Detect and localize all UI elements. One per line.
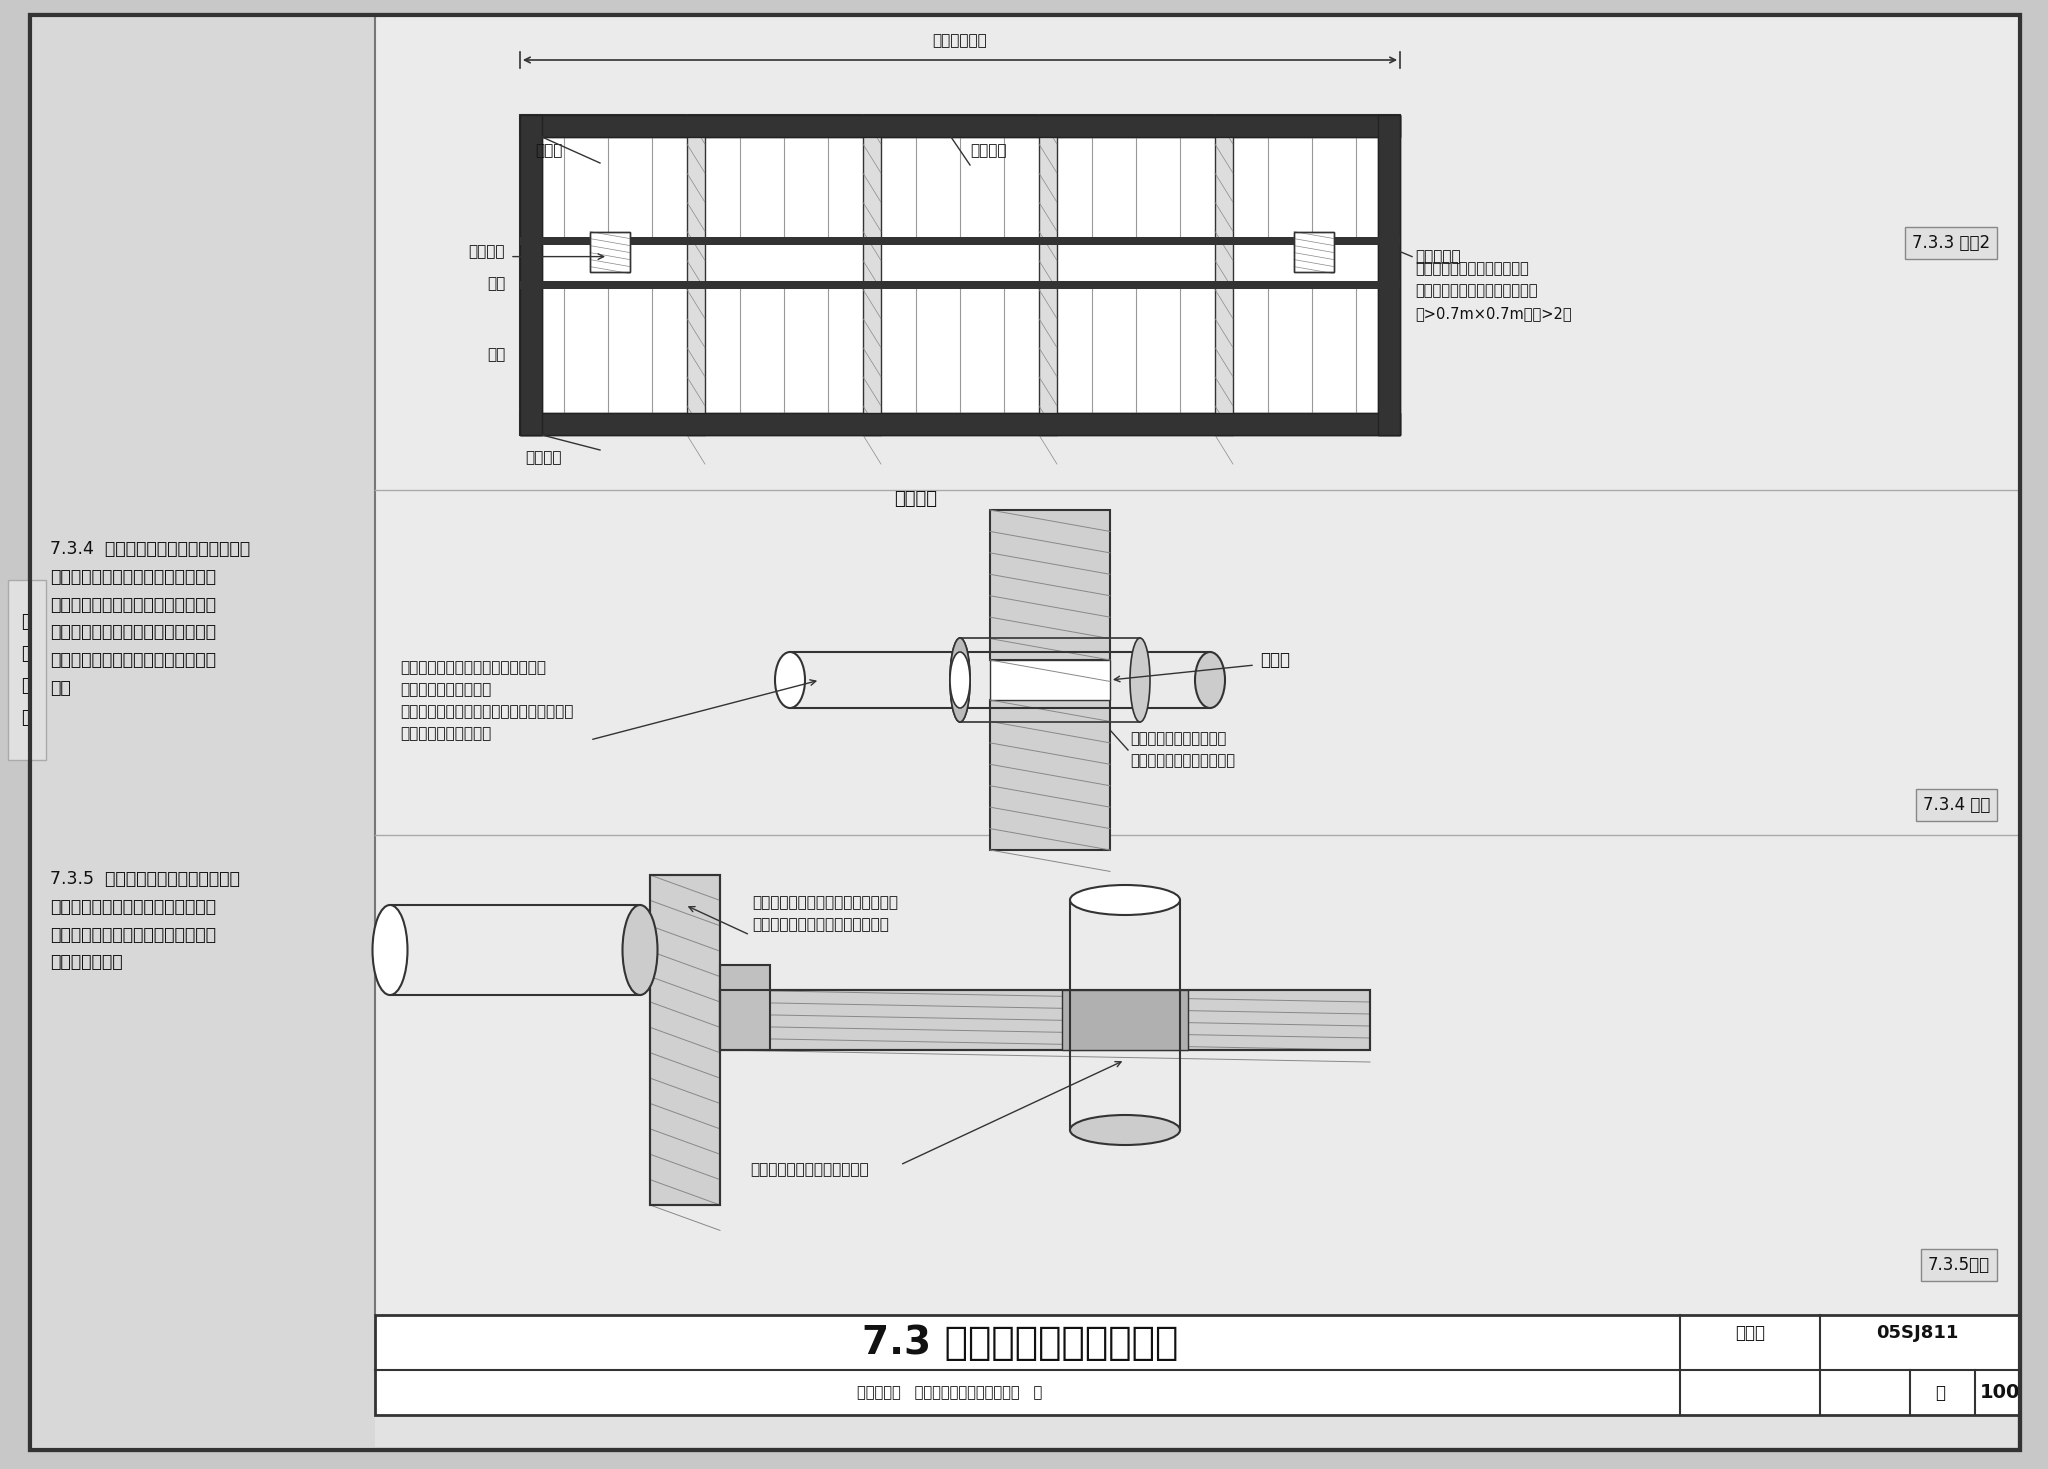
Bar (862, 115, 881, 435)
Ellipse shape (774, 652, 805, 708)
Text: 建
筑
构
造: 建 筑 构 造 (23, 613, 33, 727)
Bar (1378, 115, 1401, 435)
Bar (721, 965, 770, 1050)
Bar (1294, 232, 1333, 272)
Text: 走廊隔墙: 走廊隔墙 (971, 142, 1006, 159)
Ellipse shape (1069, 884, 1180, 915)
Bar (520, 237, 1401, 245)
Text: 闷顶内有可燃物的公共建筑，
每个防火隔断范围内的闷顶入口
（>0.7m×0.7m）宜>2个: 闷顶内有可燃物的公共建筑， 每个防火隔断范围内的闷顶入口 （>0.7m×0.7m… (1415, 261, 1571, 320)
Bar (590, 232, 631, 272)
Text: 屋架: 屋架 (487, 348, 506, 363)
Bar (520, 115, 1401, 435)
Bar (989, 660, 1110, 701)
Bar (721, 990, 1370, 1050)
Bar (1214, 115, 1233, 435)
Bar (375, 15, 2019, 1315)
Text: 防火隔断墙: 防火隔断墙 (1415, 250, 1460, 264)
Text: 7.3 屋顶、闷顶和建筑缝隙: 7.3 屋顶、闷顶和建筑缝隙 (862, 1324, 1178, 1362)
Text: 7.3.5  防烟、排烟、采暖、通风和空
气调节系统中的管道，在穿越隔墙、
楼板及防火分区处的缝隙应采用防火
封堵材料封堵。: 7.3.5 防烟、排烟、采暖、通风和空 气调节系统中的管道，在穿越隔墙、 楼板及… (49, 870, 240, 971)
Bar (1063, 990, 1188, 1050)
Ellipse shape (1194, 652, 1225, 708)
Text: 7.3.3 图示2: 7.3.3 图示2 (1913, 234, 1991, 253)
Bar (649, 876, 721, 1205)
Bar (520, 115, 543, 435)
Ellipse shape (1130, 638, 1151, 721)
Bar (686, 115, 705, 435)
Text: 7.3.5图示: 7.3.5图示 (1927, 1256, 1991, 1274)
Text: 7.3.4  电线电缆、可燃气体和甲、乙、
丙类液体的管道不宜穿过建筑内的变
形缝；当必须穿过时，应在穿过处加
设不燃材料制作的套管或采取其它防
变形措施，并应: 7.3.4 电线电缆、可燃气体和甲、乙、 丙类液体的管道不宜穿过建筑内的变 形缝… (49, 541, 250, 696)
Text: 走廊: 走廊 (487, 276, 506, 291)
Bar (590, 232, 631, 272)
Text: 7.3.4 图示: 7.3.4 图示 (1923, 796, 1991, 814)
Bar (8, 580, 45, 759)
Bar (31, 1315, 375, 1415)
Text: 05SJ811: 05SJ811 (1876, 1324, 1958, 1343)
Ellipse shape (950, 638, 971, 721)
Ellipse shape (623, 905, 657, 995)
Bar (375, 1315, 2019, 1415)
Bar (989, 510, 1110, 660)
Text: 变形缝: 变形缝 (1260, 651, 1290, 668)
Bar (520, 413, 1401, 435)
Text: 页: 页 (1935, 1384, 1946, 1401)
Bar (520, 115, 543, 435)
Text: 电线电缆、可燃气体和甲、乙、丙类
液体的管道不宜穿过，
必须过缝时，管道与套管之间应用防火封堵
材料（如岁棉等）封堵: 电线电缆、可燃气体和甲、乙、丙类 液体的管道不宜穿过， 必须过缝时，管道与套管之… (399, 660, 573, 742)
Ellipse shape (950, 652, 971, 708)
Ellipse shape (373, 905, 408, 995)
Bar (721, 990, 1370, 1050)
Ellipse shape (1069, 1115, 1180, 1144)
Bar (989, 701, 1110, 851)
Bar (31, 15, 375, 1450)
Text: 审核庄敬仪   校对王宗存王宗存设计卢升   页: 审核庄敬仪 校对王宗存王宗存设计卢升 页 (858, 1385, 1042, 1400)
Bar (520, 115, 1401, 137)
Bar (1038, 115, 1057, 435)
Text: 建筑外墙: 建筑外墙 (524, 450, 561, 466)
Text: 不燃材料套管与墙体埋实
（或采取其它防变形措施）: 不燃材料套管与墙体埋实 （或采取其它防变形措施） (1130, 732, 1235, 768)
Bar (1378, 115, 1401, 435)
Ellipse shape (950, 638, 971, 721)
Text: 100: 100 (1980, 1384, 2019, 1403)
Bar (649, 876, 721, 1205)
Text: 楼梯间: 楼梯间 (535, 142, 563, 159)
Bar (520, 282, 1401, 289)
Text: 防烟、排烟、采暖、通风空调系统中
的管道穿越隔墙、楼板及防火分区: 防烟、排烟、采暖、通风空调系统中 的管道穿越隔墙、楼板及防火分区 (752, 895, 899, 933)
Bar (1294, 232, 1333, 272)
Text: 闷顶入口: 闷顶入口 (469, 244, 506, 259)
Bar (520, 413, 1401, 435)
Text: 缝隙应采用防火封堵材料封堵: 缝隙应采用防火封堵材料封堵 (750, 1162, 868, 1178)
Bar (520, 115, 1401, 137)
Text: 防火隔断范围: 防火隔断范围 (932, 32, 987, 48)
Text: 闷顶平面: 闷顶平面 (895, 491, 938, 508)
Text: 图集号: 图集号 (1735, 1324, 1765, 1343)
